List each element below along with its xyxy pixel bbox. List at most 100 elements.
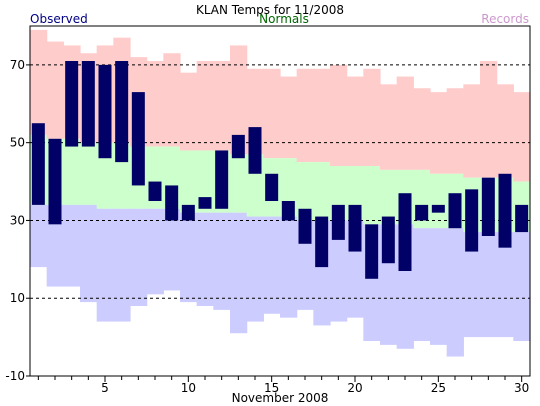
observed-bar-14 — [248, 127, 262, 174]
record-high-band-11 — [196, 61, 214, 151]
record-high-band-12 — [213, 61, 231, 151]
legend-observed: Observed — [30, 12, 88, 26]
record-low-band-27 — [463, 232, 481, 338]
record-low-band-6 — [113, 208, 131, 322]
plot-area — [29, 25, 531, 377]
observed-bar-18 — [315, 216, 329, 268]
observed-bar-17 — [298, 208, 312, 244]
record-high-band-24 — [413, 88, 431, 170]
record-low-band-16 — [280, 216, 298, 318]
record-high-band-15 — [263, 68, 281, 159]
observed-bar-23 — [398, 193, 412, 271]
x-axis-label: November 2008 — [232, 391, 329, 405]
record-high-band-16 — [280, 76, 298, 159]
observed-bar-21 — [365, 224, 379, 279]
normal-band-25 — [430, 173, 448, 229]
record-high-band-8 — [146, 61, 164, 147]
y-tick-label: -10 — [5, 369, 25, 383]
observed-bar-9 — [165, 185, 179, 221]
observed-bar-15 — [265, 173, 279, 201]
record-high-band-27 — [463, 84, 481, 178]
normal-band-11 — [196, 150, 214, 213]
x-tick-label: 25 — [431, 381, 446, 395]
observed-bar-29 — [498, 173, 512, 248]
x-axis: 5 10 15 20 25 30 — [37, 376, 529, 395]
y-tick-label: 50 — [10, 136, 25, 150]
observed-bar-28 — [481, 177, 495, 236]
observed-bar-4 — [81, 61, 95, 147]
legend-normals: Normals — [259, 12, 309, 26]
record-high-band-10 — [180, 72, 198, 151]
record-high-band-19 — [330, 64, 348, 166]
observed-bar-13 — [231, 134, 245, 159]
normal-band-18 — [313, 162, 331, 221]
record-low-band-26 — [446, 228, 464, 357]
y-tick-label: 70 — [10, 58, 25, 72]
observed-bar-10 — [181, 204, 195, 221]
plot-frame — [29, 25, 531, 377]
record-high-band-29 — [496, 84, 514, 178]
record-high-band-25 — [430, 92, 448, 174]
record-low-band-13 — [230, 212, 248, 334]
observed-bar-24 — [415, 204, 429, 221]
observed-bar-16 — [281, 201, 295, 221]
normal-band-22 — [380, 169, 398, 225]
chart-title: KLAN Temps for 11/2008 — [196, 3, 344, 17]
record-high-band-20 — [346, 76, 364, 166]
record-low-band-25 — [430, 228, 448, 345]
record-low-band-30 — [513, 232, 531, 341]
record-high-band-18 — [313, 68, 331, 163]
record-high-band-28 — [480, 61, 498, 178]
record-high-band-1 — [30, 29, 48, 135]
observed-bar-30 — [515, 204, 529, 233]
observed-bar-27 — [465, 189, 479, 252]
record-low-band-7 — [130, 208, 148, 306]
record-low-band-10 — [180, 212, 198, 303]
record-low-band-11 — [196, 212, 214, 306]
normal-band-5 — [96, 142, 114, 209]
normal-band-13 — [230, 154, 248, 213]
y-axis: -10 10 30 50 70 — [5, 58, 30, 383]
record-high-band-23 — [396, 76, 414, 170]
record-high-band-22 — [380, 84, 398, 170]
record-high-band-9 — [163, 53, 181, 147]
observed-bar-6 — [115, 61, 129, 163]
record-low-band-1 — [30, 204, 48, 268]
record-low-band-9 — [163, 208, 181, 291]
observed-bar-11 — [198, 197, 212, 209]
record-low-band-29 — [496, 232, 514, 338]
legend-records: Records — [481, 12, 529, 26]
observed-bar-5 — [98, 64, 112, 159]
y-tick-label: 30 — [10, 213, 25, 227]
record-low-band-3 — [63, 204, 81, 287]
x-tick-label: 30 — [514, 381, 529, 395]
record-low-band-14 — [246, 216, 264, 322]
record-low-band-28 — [480, 232, 498, 338]
record-low-band-5 — [96, 208, 114, 322]
record-low-band-15 — [263, 216, 281, 314]
x-tick-label: 15 — [264, 381, 279, 395]
record-high-band-26 — [446, 88, 464, 174]
normal-band-10 — [180, 150, 198, 213]
observed-bar-25 — [431, 204, 445, 213]
observed-bar-1 — [31, 123, 45, 205]
x-tick-label: 20 — [347, 381, 362, 395]
record-low-band-19 — [330, 220, 348, 322]
observed-bar-8 — [148, 181, 162, 201]
x-tick-label: 5 — [101, 381, 109, 395]
record-low-band-12 — [213, 212, 231, 310]
observed-bar-12 — [215, 150, 229, 209]
observed-bar-7 — [131, 92, 145, 186]
x-tick-label: 10 — [181, 381, 196, 395]
observed-bar-22 — [381, 216, 395, 264]
normal-band-21 — [363, 166, 381, 225]
observed-bar-19 — [331, 204, 345, 240]
record-high-band-30 — [513, 92, 531, 182]
record-low-band-8 — [146, 208, 164, 295]
record-low-band-2 — [46, 204, 64, 287]
record-high-band-13 — [230, 45, 248, 155]
observed-bar-26 — [448, 193, 462, 229]
observed-bar-20 — [348, 204, 362, 252]
normal-band-17 — [296, 162, 314, 221]
